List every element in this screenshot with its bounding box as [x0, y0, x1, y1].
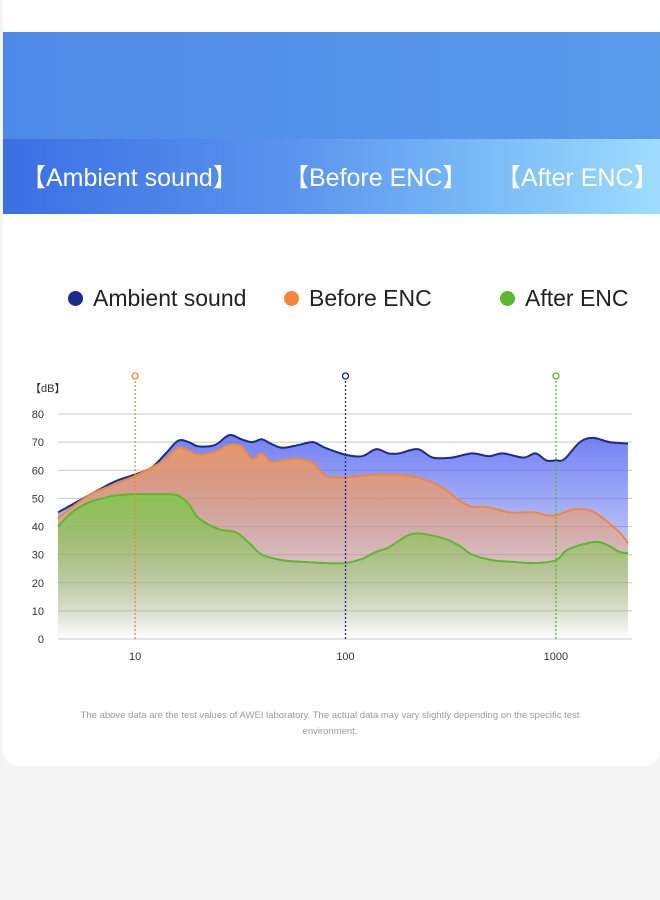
y-tick-label: 40 [32, 522, 44, 534]
y-tick-label: 80 [32, 409, 44, 421]
y-tick-label: 60 [32, 465, 44, 477]
marker-circle [552, 372, 560, 380]
legend-label: After ENC [525, 284, 629, 311]
legend-before-enc: Before ENC [284, 284, 432, 312]
x-tick-label: 1000 [544, 651, 568, 663]
y-tick-label: 50 [32, 493, 44, 505]
footnote: The above data are the test values of AW… [80, 710, 580, 737]
y-tick-label: 70 [32, 437, 44, 449]
x-tick-label: 100 [336, 651, 354, 663]
legend-label: Ambient sound [93, 284, 247, 311]
legend-after-enc: After ENC [500, 284, 629, 312]
y-tick-label: 20 [32, 578, 44, 590]
tab-banner: 【Ambient sound】 【Before ENC】 【After ENC】 [3, 139, 660, 214]
after-enc-line [57, 493, 629, 565]
legend-dot [68, 290, 83, 306]
marker-circle [341, 372, 350, 380]
noise-reduction-chart: 0 10 20 30 40 50 60 70 80 【dB】 10 100 1000 [30, 372, 632, 663]
legend-ambient-sound: Ambient sound [68, 284, 246, 312]
marker-circle [131, 372, 139, 380]
legend-dot [284, 290, 299, 306]
x-tick-label: 10 [129, 651, 141, 663]
after-enc-area [58, 494, 628, 639]
y-axis-label: 【dB】 [30, 382, 65, 395]
y-tick-label: 10 [32, 606, 44, 618]
legend-dot [500, 290, 515, 306]
tab-after-enc: 【After ENC】 [496, 164, 659, 192]
tab-ambient-sound: 【Ambient sound】 [21, 164, 238, 192]
tab-before-enc: 【Before ENC】 [284, 164, 468, 192]
header-banner [3, 32, 660, 139]
y-tick-label: 30 [32, 550, 44, 562]
legend-label: Before ENC [309, 284, 432, 311]
y-tick-label: 0 [38, 634, 44, 646]
